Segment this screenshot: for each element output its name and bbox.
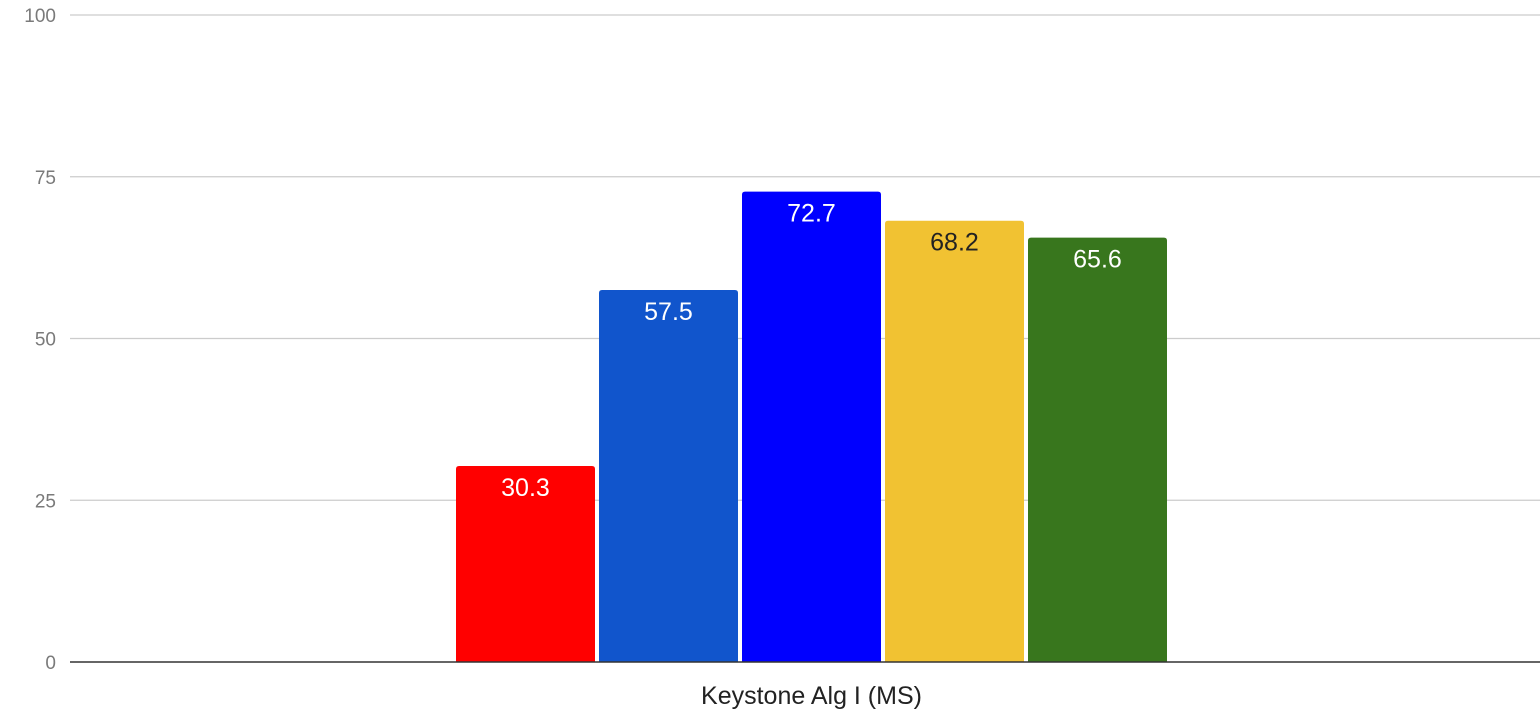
data-labels: 30.3 57.5 72.7 68.2 65.6 (501, 200, 1122, 502)
y-tick-label: 50 (35, 330, 56, 351)
x-category-label: Keystone Alg I (MS) (701, 682, 922, 710)
bar-value-label: 68.2 (930, 229, 979, 257)
bar-5 (1028, 237, 1167, 662)
bar-value-label: 72.7 (787, 200, 836, 228)
bar-value-label: 65.6 (1073, 246, 1122, 274)
y-tick-label: 75 (35, 168, 56, 189)
bar-1 (456, 465, 595, 662)
bar-2 (599, 289, 738, 662)
bar-value-label: 57.5 (644, 298, 693, 326)
bars (456, 191, 1167, 663)
y-tick-label: 100 (24, 6, 56, 27)
x-axis-category-labels: Keystone Alg I (MS) (701, 682, 922, 710)
y-tick-label: 25 (35, 491, 56, 512)
y-axis-tick-labels: 0 25 50 75 100 (24, 6, 56, 674)
bar-4 (885, 220, 1024, 662)
bar-3 (742, 191, 881, 663)
bar-value-label: 30.3 (501, 474, 550, 502)
y-tick-label: 0 (45, 653, 56, 674)
